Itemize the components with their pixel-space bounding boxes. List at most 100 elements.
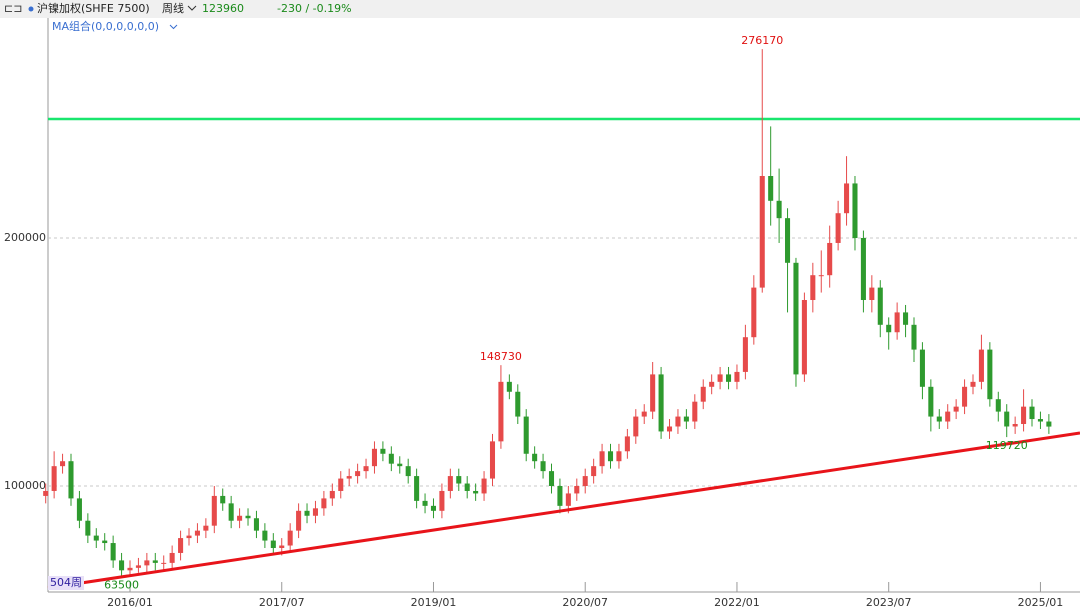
candle-body [270, 540, 276, 549]
candle-body [591, 466, 597, 477]
candle-body [76, 498, 82, 521]
candle-body [245, 515, 251, 519]
candle-body [574, 486, 580, 494]
x-tick-label: 2016/01 [107, 596, 153, 609]
candle-body [776, 200, 782, 219]
candle-body [886, 324, 892, 333]
candle-body [312, 508, 318, 516]
candle-body [633, 416, 639, 437]
candle-body [540, 461, 546, 472]
candle-body [532, 453, 538, 462]
last-price: 123960 [202, 2, 244, 15]
nav-icon[interactable]: ⊏⊐ [4, 2, 22, 15]
candle-body [1029, 406, 1035, 420]
candle-body [304, 510, 310, 516]
candle-body [329, 490, 335, 499]
candle-body [675, 416, 681, 427]
x-tick-label: 2017/07 [259, 596, 305, 609]
candle-body [498, 381, 504, 442]
symbol[interactable]: 沪镍加权(SHFE 7500) [37, 1, 150, 15]
candle-body [515, 391, 521, 417]
candle-body [68, 461, 74, 499]
candle-body [43, 490, 49, 496]
y-tick-label: 100000 [4, 479, 46, 492]
x-tick-label: 2020/07 [562, 596, 608, 609]
candle-body [439, 490, 445, 511]
candle-body [110, 543, 116, 561]
indicator[interactable]: MA组合(0,0,0,0,0,0) [52, 19, 159, 33]
candle-body [430, 505, 437, 511]
x-tick-label: 2019/01 [411, 596, 457, 609]
candle-body [717, 374, 723, 382]
candle-body [127, 567, 133, 571]
candle-body [911, 324, 917, 350]
candle-body [211, 495, 217, 526]
candle-body [287, 530, 293, 546]
candle-body [102, 540, 108, 544]
candle-body [1037, 419, 1043, 422]
period[interactable]: 周线 [162, 1, 184, 15]
candle-body [793, 262, 799, 375]
candle-body [869, 287, 875, 301]
x-tick-label: 2025/01 [1018, 596, 1064, 609]
candle-body [253, 518, 259, 531]
candle-body [93, 535, 99, 541]
candle-body [768, 176, 774, 201]
candle-body [810, 275, 816, 301]
candle-body [279, 545, 285, 549]
candle-body [60, 461, 66, 467]
candle-body [414, 476, 420, 501]
candle-body [650, 374, 656, 412]
candle-body [203, 525, 209, 531]
candle-body [599, 451, 605, 467]
candle-body [346, 476, 352, 479]
candle-body [262, 530, 268, 541]
candle-body [734, 371, 740, 382]
candle-body [759, 176, 765, 288]
candle-body [338, 478, 344, 491]
candle-body [380, 448, 386, 454]
candle-body [894, 312, 900, 333]
candle-body [169, 552, 175, 563]
candle-body [970, 381, 976, 387]
candle-body [557, 486, 563, 506]
candle-body [877, 287, 883, 325]
candle-body [481, 478, 487, 494]
candle-body [860, 238, 866, 301]
candle-body [228, 503, 234, 521]
y-tick-label: 200000 [4, 231, 46, 244]
candle-body [987, 349, 993, 400]
dot [28, 6, 34, 12]
candle-body [194, 530, 200, 536]
candle-body [751, 287, 757, 338]
candle-body [962, 386, 968, 407]
x-tick-label: 2022/01 [714, 596, 760, 609]
candle-body [144, 560, 150, 566]
candle-body [161, 562, 167, 564]
candle-body [928, 386, 934, 417]
extreme-label: 119720 [986, 439, 1028, 452]
candle-body [641, 411, 647, 417]
candle-body [1021, 406, 1027, 425]
candle-body [582, 476, 588, 487]
candle-body [152, 560, 158, 563]
candle-body [548, 471, 555, 487]
candle-body [1012, 424, 1018, 427]
candle-body [186, 535, 192, 539]
chevron [169, 24, 178, 30]
candle-body [995, 399, 1001, 412]
candle-body [945, 411, 951, 422]
bars-badge [48, 576, 84, 590]
candle-body [1046, 421, 1052, 427]
candle-body [363, 466, 369, 472]
x-tick-label: 2023/07 [866, 596, 912, 609]
extreme-label: 63500 [104, 579, 139, 592]
candle-body [953, 406, 959, 412]
candle-body [473, 490, 479, 494]
candle-body [321, 498, 327, 509]
candle-body [801, 300, 807, 375]
candle-body [835, 213, 841, 243]
candle-body [119, 560, 125, 571]
candle-body [565, 493, 571, 506]
